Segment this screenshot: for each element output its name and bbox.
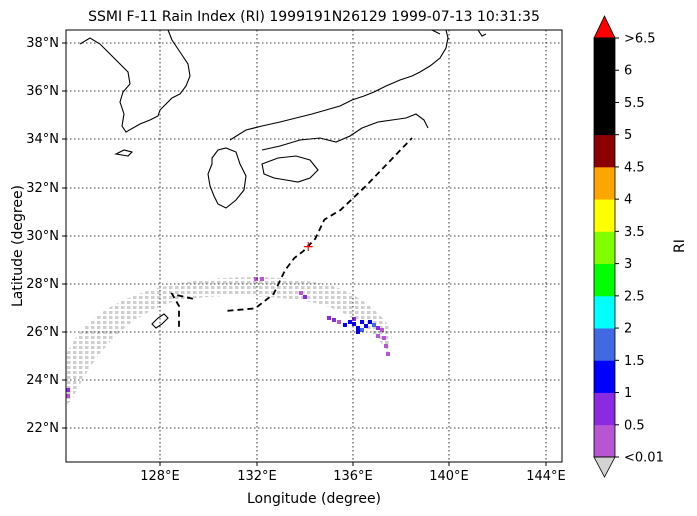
colorbar-tick-label: 2	[624, 322, 632, 337]
colorbar-segment	[594, 231, 615, 265]
colorbar-tick-label: 5	[624, 128, 632, 143]
lat-tick-label: 38°N	[26, 36, 59, 51]
rain-pixels	[66, 277, 390, 398]
lon-tick-label: 144°E	[526, 469, 566, 484]
graticule	[66, 30, 562, 462]
colorbar-segment	[594, 166, 615, 200]
colorbar-segment	[594, 328, 615, 361]
colorbar-segment	[594, 134, 615, 168]
honshu-coast	[229, 30, 449, 151]
colorbar-tick-label: 1.5	[624, 354, 645, 369]
colorbar-tick-label: 3	[624, 257, 632, 272]
colorbar-tick-label: 4	[624, 193, 632, 208]
map-frame	[65, 29, 563, 463]
lat-tick-label: 26°N	[26, 325, 59, 340]
russia-coast	[431, 30, 487, 37]
colorbar-tick-label: 6	[624, 64, 632, 79]
colorbar-segment	[594, 263, 615, 297]
lat-tick-label: 32°N	[26, 181, 59, 196]
okinawa-coast	[151, 313, 169, 329]
colorbar-segment	[594, 38, 615, 71]
lon-tick-label: 136°E	[333, 469, 373, 484]
colorbar-over-arrow	[593, 15, 616, 39]
colorbar-tick-label: <0.01	[624, 451, 664, 466]
lat-tick-labels: 22°N 24°N 26°N 28°N 30°N 32°N 34°N 36°N …	[26, 36, 59, 436]
colorbar-segment	[594, 70, 615, 103]
lon-tick-label: 140°E	[429, 469, 469, 484]
y-axis-label: Latitude (degree)	[10, 185, 26, 307]
colorbar-under-arrow	[593, 456, 616, 478]
lon-tick-label: 132°E	[237, 469, 277, 484]
storm-track	[227, 137, 413, 312]
lon-tick-label: 128°E	[140, 469, 180, 484]
colorbar-segment	[594, 360, 615, 393]
ssmi-swath	[66, 276, 392, 405]
lat-tick-label: 30°N	[26, 229, 59, 244]
colorbar-segment	[594, 199, 615, 232]
colorbar-segment	[594, 102, 615, 136]
coastlines	[79, 30, 487, 329]
lat-tick-label: 34°N	[26, 132, 59, 147]
lat-tick-label: 36°N	[26, 84, 59, 99]
colorbar-tick-label: 3.5	[624, 225, 645, 240]
colorbar: <0.01 0.5 1 1.5 2 2.5 3 3.5 4 4.5 5 5.5 6 >6.5	[593, 15, 664, 478]
colorbar-tick-label: 4.5	[624, 160, 645, 175]
kyushu-coast	[207, 147, 247, 209]
storm-current-position-marker: +	[302, 239, 314, 255]
colorbar-label: RI	[672, 239, 688, 253]
colorbar-tick-label: 5.5	[624, 96, 645, 111]
map-area: +	[66, 30, 562, 462]
axis-ticks	[62, 42, 547, 466]
colorbar-tick-label: 1	[624, 386, 632, 401]
colorbar-segment	[594, 295, 615, 329]
storm-track-west	[170, 292, 194, 330]
lat-tick-label: 22°N	[26, 421, 59, 436]
colorbar-segment	[594, 392, 615, 426]
map-title: SSMI F-11 Rain Index (RI) 1999191N26129 …	[88, 9, 540, 25]
lat-tick-label: 24°N	[26, 373, 59, 388]
colorbar-tick-label: 2.5	[624, 289, 645, 304]
korea-coast	[79, 30, 191, 133]
colorbar-tick-label: 0.5	[624, 418, 645, 433]
colorbar-tick-label: >6.5	[624, 32, 656, 47]
x-axis-label: Longitude (degree)	[247, 491, 381, 507]
lon-tick-labels: 128°E 132°E 136°E 140°E 144°E	[140, 469, 566, 484]
lat-tick-label: 28°N	[26, 277, 59, 292]
tsushima-coast	[114, 149, 134, 157]
colorbar-segment	[594, 424, 615, 458]
shikoku-coast	[261, 155, 319, 183]
colorbar-frame	[593, 37, 616, 458]
